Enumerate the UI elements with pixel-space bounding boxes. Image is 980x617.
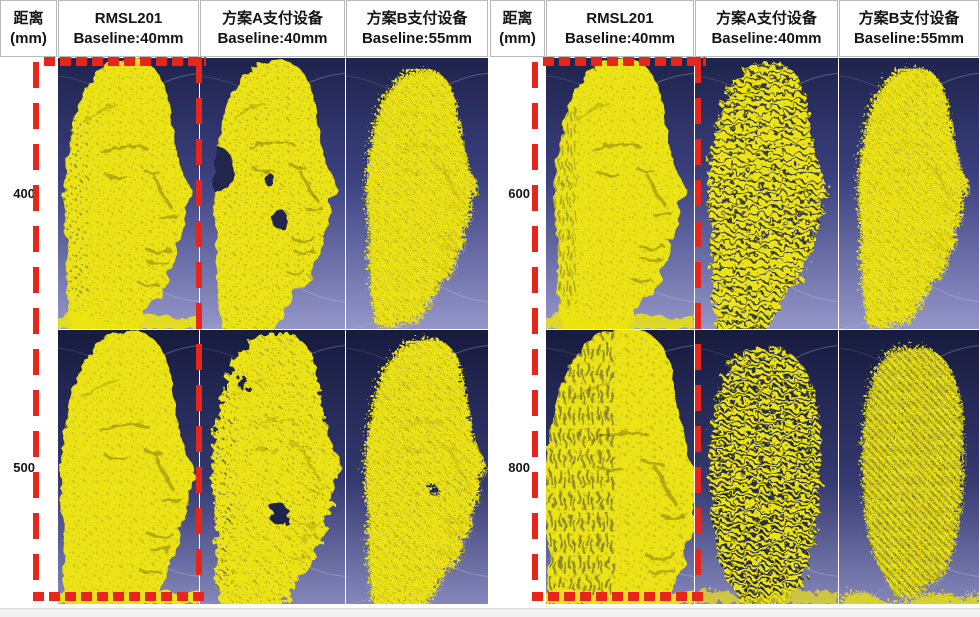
device-baseline: Baseline:40mm xyxy=(711,29,822,47)
scan-cell-deviceA-400 xyxy=(200,58,345,329)
table-half-left: 距离 (mm) RMSL201 Baseline:40mm 方案A支付设备 Ba… xyxy=(0,0,488,604)
device-name: 方案A支付设备 xyxy=(716,9,817,27)
device-baseline: Baseline:55mm xyxy=(853,29,965,47)
distance-label-600: 600 xyxy=(490,58,545,329)
device-name: 方案B支付设备 xyxy=(858,9,960,27)
scan-cell-deviceB-400 xyxy=(346,58,488,329)
scan-image-deviceB-600 xyxy=(839,58,979,329)
header-deviceB-left: 方案B支付设备 Baseline:55mm xyxy=(346,0,488,57)
bottom-margin-strip xyxy=(0,608,980,617)
header-rmsl201-right: RMSL201 Baseline:40mm xyxy=(546,0,694,57)
scan-cell-deviceA-600 xyxy=(695,58,838,329)
scan-cell-rmsl201-400 xyxy=(58,58,199,329)
header-deviceB-right: 方案B支付设备 Baseline:55mm xyxy=(839,0,979,57)
scan-cell-deviceB-600 xyxy=(839,58,979,329)
header-distance-line1: 距离 xyxy=(502,9,533,27)
scan-cell-deviceB-500 xyxy=(346,330,488,604)
header-rmsl201-left: RMSL201 Baseline:40mm xyxy=(58,0,199,57)
distance-label-800: 800 xyxy=(490,330,545,604)
header-distance-right: 距离 (mm) xyxy=(490,0,545,57)
header-deviceA-right: 方案A支付设备 Baseline:40mm xyxy=(695,0,838,57)
device-name: 方案A支付设备 xyxy=(222,9,323,27)
header-distance-line2: (mm) xyxy=(499,29,536,47)
scan-cell-deviceA-500 xyxy=(200,330,345,604)
scan-image-rmsl201-800 xyxy=(546,330,694,604)
scan-image-deviceA-500 xyxy=(200,330,345,604)
device-baseline: Baseline:40mm xyxy=(73,29,184,47)
scan-cell-rmsl201-600 xyxy=(546,58,694,329)
scan-image-deviceB-800 xyxy=(839,330,979,604)
device-name: RMSL201 xyxy=(586,9,654,27)
scan-image-deviceA-800 xyxy=(695,330,838,604)
header-distance-left: 距离 (mm) xyxy=(0,0,57,57)
distance-label-400: 400 xyxy=(0,58,57,329)
device-name: RMSL201 xyxy=(94,9,163,27)
scan-image-deviceB-500 xyxy=(346,330,488,604)
scan-image-rmsl201-600 xyxy=(546,58,694,329)
table-half-right: 距离 (mm) RMSL201 Baseline:40mm 方案A支付设备 Ba… xyxy=(490,0,979,604)
scan-cell-deviceB-800 xyxy=(839,330,979,604)
scan-image-rmsl201-500 xyxy=(58,330,199,604)
scan-image-deviceA-400 xyxy=(200,58,345,329)
header-distance-line1: 距离 xyxy=(13,9,44,27)
scan-image-deviceA-600 xyxy=(695,58,838,329)
scan-cell-rmsl201-500 xyxy=(58,330,199,604)
scan-image-deviceB-400 xyxy=(346,58,488,329)
scan-cell-rmsl201-800 xyxy=(546,330,694,604)
device-baseline: Baseline:55mm xyxy=(361,29,473,47)
distance-label-500: 500 xyxy=(0,330,57,604)
scan-cell-deviceA-800 xyxy=(695,330,838,604)
device-baseline: Baseline:40mm xyxy=(564,29,676,47)
device-name: 方案B支付设备 xyxy=(366,9,468,27)
header-distance-line2: (mm) xyxy=(10,29,47,47)
header-deviceA-left: 方案A支付设备 Baseline:40mm xyxy=(200,0,345,57)
scan-image-rmsl201-400 xyxy=(58,58,199,329)
device-baseline: Baseline:40mm xyxy=(217,29,328,47)
